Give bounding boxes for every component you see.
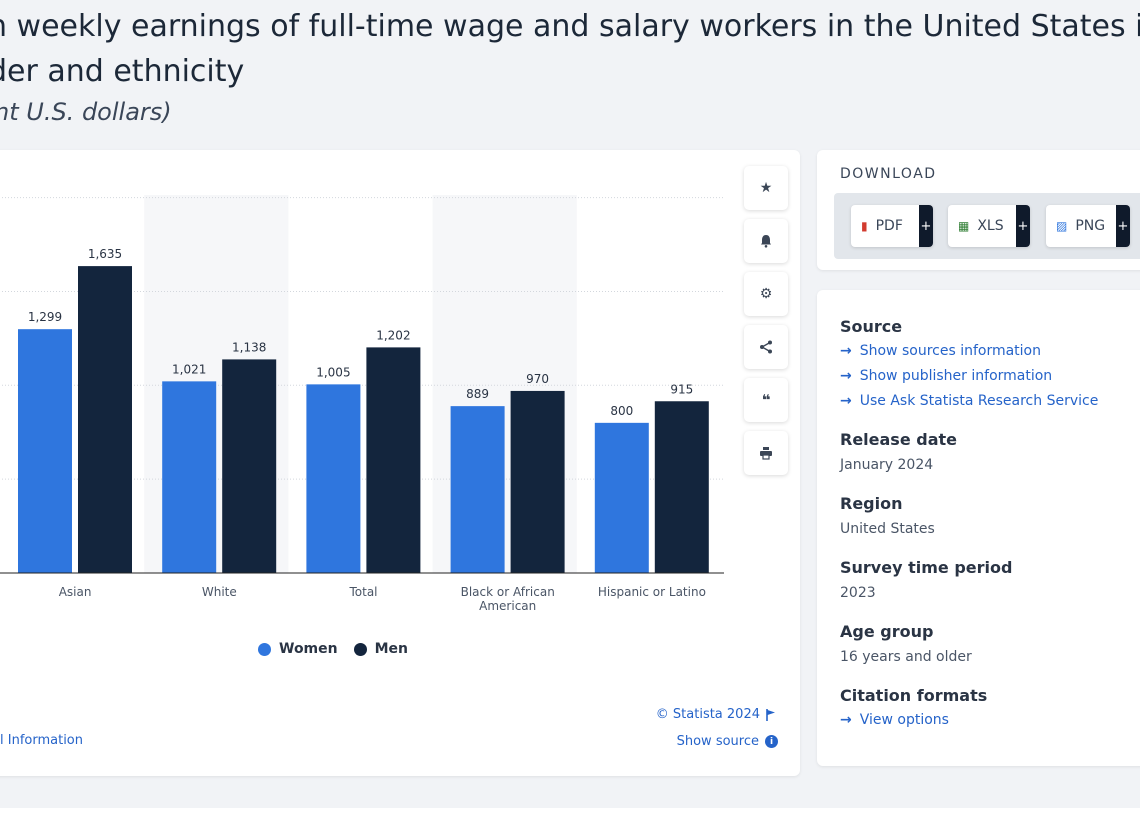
survey-period-value: 2023 — [840, 585, 876, 601]
legend-item-men[interactable]: Men — [353, 641, 409, 657]
download-xls-button[interactable]: ▦ XLS + — [948, 205, 1030, 247]
arrow-right-icon: → — [840, 393, 852, 409]
legend-item-women[interactable]: Women — [258, 641, 338, 657]
chart-subtitle: nt U.S. dollars) — [0, 98, 172, 126]
download-pdf-label: PDF — [875, 218, 903, 234]
png-icon: ▨ — [1056, 219, 1068, 233]
legend-label-men: Men — [374, 641, 409, 657]
download-pdf-button[interactable]: ▮ PDF + — [851, 205, 933, 247]
show-sources-label: Show sources information — [859, 343, 1041, 359]
bar-chart: 1,299 1,021 1,005 889 800 1,635 1,138 1,202 970 9… — [0, 195, 724, 613]
x-tick-label: American — [479, 599, 536, 613]
bar-women-4 — [594, 422, 649, 573]
download-buttons: ▮ PDF + ▦ XLS + ▨ PNG + — [834, 193, 1140, 259]
arrow-right-icon: → — [840, 368, 852, 384]
print-icon — [760, 447, 772, 460]
download-png-label: PNG — [1075, 218, 1106, 234]
legend-swatch-men — [353, 642, 367, 656]
download-xls-plus[interactable]: + — [1016, 205, 1030, 247]
age-group-heading: Age group — [840, 622, 934, 641]
additional-information-link[interactable]: l Information — [0, 733, 83, 748]
data-label: 889 — [466, 387, 489, 401]
chart-title-line-1: n weekly earnings of full-time wage and … — [0, 9, 1140, 44]
bar-men-2 — [366, 347, 421, 573]
region-heading: Region — [840, 494, 903, 513]
release-date-value: January 2024 — [840, 457, 934, 473]
arrow-right-icon: → — [840, 343, 852, 359]
legend-swatch-women — [258, 642, 271, 656]
view-options-link[interactable]: → View options — [840, 712, 949, 728]
cite-button[interactable]: ❝ — [744, 378, 788, 422]
copyright-link[interactable]: © Statista 2024 — [656, 707, 776, 722]
share-icon — [760, 340, 772, 354]
data-label: 1,005 — [316, 365, 350, 379]
data-label: 1,635 — [88, 247, 122, 261]
download-png-button[interactable]: ▨ PNG + — [1046, 205, 1130, 247]
download-title: DOWNLOAD — [840, 166, 937, 182]
show-publisher-link[interactable]: → Show publisher information — [840, 368, 1052, 384]
chart-title-line-2: der and ethnicity — [0, 54, 245, 89]
release-date-heading: Release date — [840, 430, 957, 449]
show-source-text: Show source — [676, 734, 759, 749]
data-label: 1,299 — [28, 310, 62, 324]
age-group-value: 16 years and older — [840, 649, 972, 665]
data-label: 970 — [526, 372, 549, 386]
info-icon: i — [765, 735, 778, 748]
quote-icon: ❝ — [761, 391, 771, 409]
source-heading: Source — [840, 317, 903, 336]
bar-women-3 — [450, 406, 505, 573]
ask-statista-link[interactable]: → Use Ask Statista Research Service — [840, 393, 1098, 409]
chart-card: 1,299 1,021 1,005 889 800 1,635 1,138 1,202 970 9… — [0, 150, 800, 776]
x-tick-label: Black or African — [461, 585, 555, 599]
x-tick-label: Hispanic or Latino — [598, 585, 706, 599]
pdf-icon: ▮ — [861, 219, 868, 233]
bar-men-3 — [510, 390, 565, 573]
legend-label-women: Women — [279, 641, 338, 657]
citation-formats-heading: Citation formats — [840, 686, 988, 705]
ask-statista-label: Use Ask Statista Research Service — [859, 393, 1099, 409]
page-footer-band — [0, 808, 1140, 815]
view-options-label: View options — [859, 712, 949, 728]
x-tick-label: Total — [348, 585, 377, 599]
copyright-text: © Statista 2024 — [655, 707, 760, 722]
data-label: 1,138 — [232, 340, 266, 354]
region-value: United States — [840, 521, 935, 537]
share-button[interactable] — [744, 325, 788, 369]
star-icon: ★ — [759, 180, 773, 196]
xls-icon: ▦ — [958, 219, 970, 233]
bell-icon — [761, 235, 771, 248]
survey-period-heading: Survey time period — [840, 558, 1013, 577]
show-source-link[interactable]: Show source i — [677, 734, 778, 749]
chart-legend: Women Men — [258, 641, 408, 657]
bar-men-4 — [654, 401, 709, 573]
download-xls-label: XLS — [977, 218, 1004, 234]
data-label: 915 — [670, 382, 693, 396]
download-png-plus[interactable]: + — [1116, 205, 1130, 247]
arrow-right-icon: → — [840, 712, 852, 728]
x-tick-label: Asian — [59, 585, 92, 599]
chart-title: n weekly earnings of full-time wage and … — [0, 4, 1140, 94]
data-label: 1,202 — [376, 328, 410, 342]
x-tick-label: White — [202, 585, 237, 599]
settings-button[interactable]: ⚙ — [744, 272, 788, 316]
flag-icon — [766, 708, 775, 721]
favorite-button[interactable]: ★ — [744, 166, 788, 210]
show-sources-link[interactable]: → Show sources information — [840, 343, 1041, 359]
bar-men-0 — [78, 266, 132, 573]
statistic-details-panel: Source → Show sources information → Show… — [817, 290, 1140, 766]
download-panel: DOWNLOAD ▮ PDF + ▦ XLS + ▨ PNG + — [817, 150, 1140, 270]
data-label: 1,021 — [172, 362, 206, 376]
bar-women-0 — [18, 329, 72, 573]
bar-women-1 — [162, 381, 217, 573]
bar-men-1 — [222, 359, 277, 573]
download-pdf-plus[interactable]: + — [919, 205, 933, 247]
print-button[interactable] — [744, 431, 788, 475]
notification-button[interactable] — [744, 219, 788, 263]
bar-women-2 — [306, 384, 361, 573]
show-publisher-label: Show publisher information — [859, 368, 1053, 384]
data-label: 800 — [610, 404, 633, 418]
gear-icon: ⚙ — [759, 286, 773, 302]
